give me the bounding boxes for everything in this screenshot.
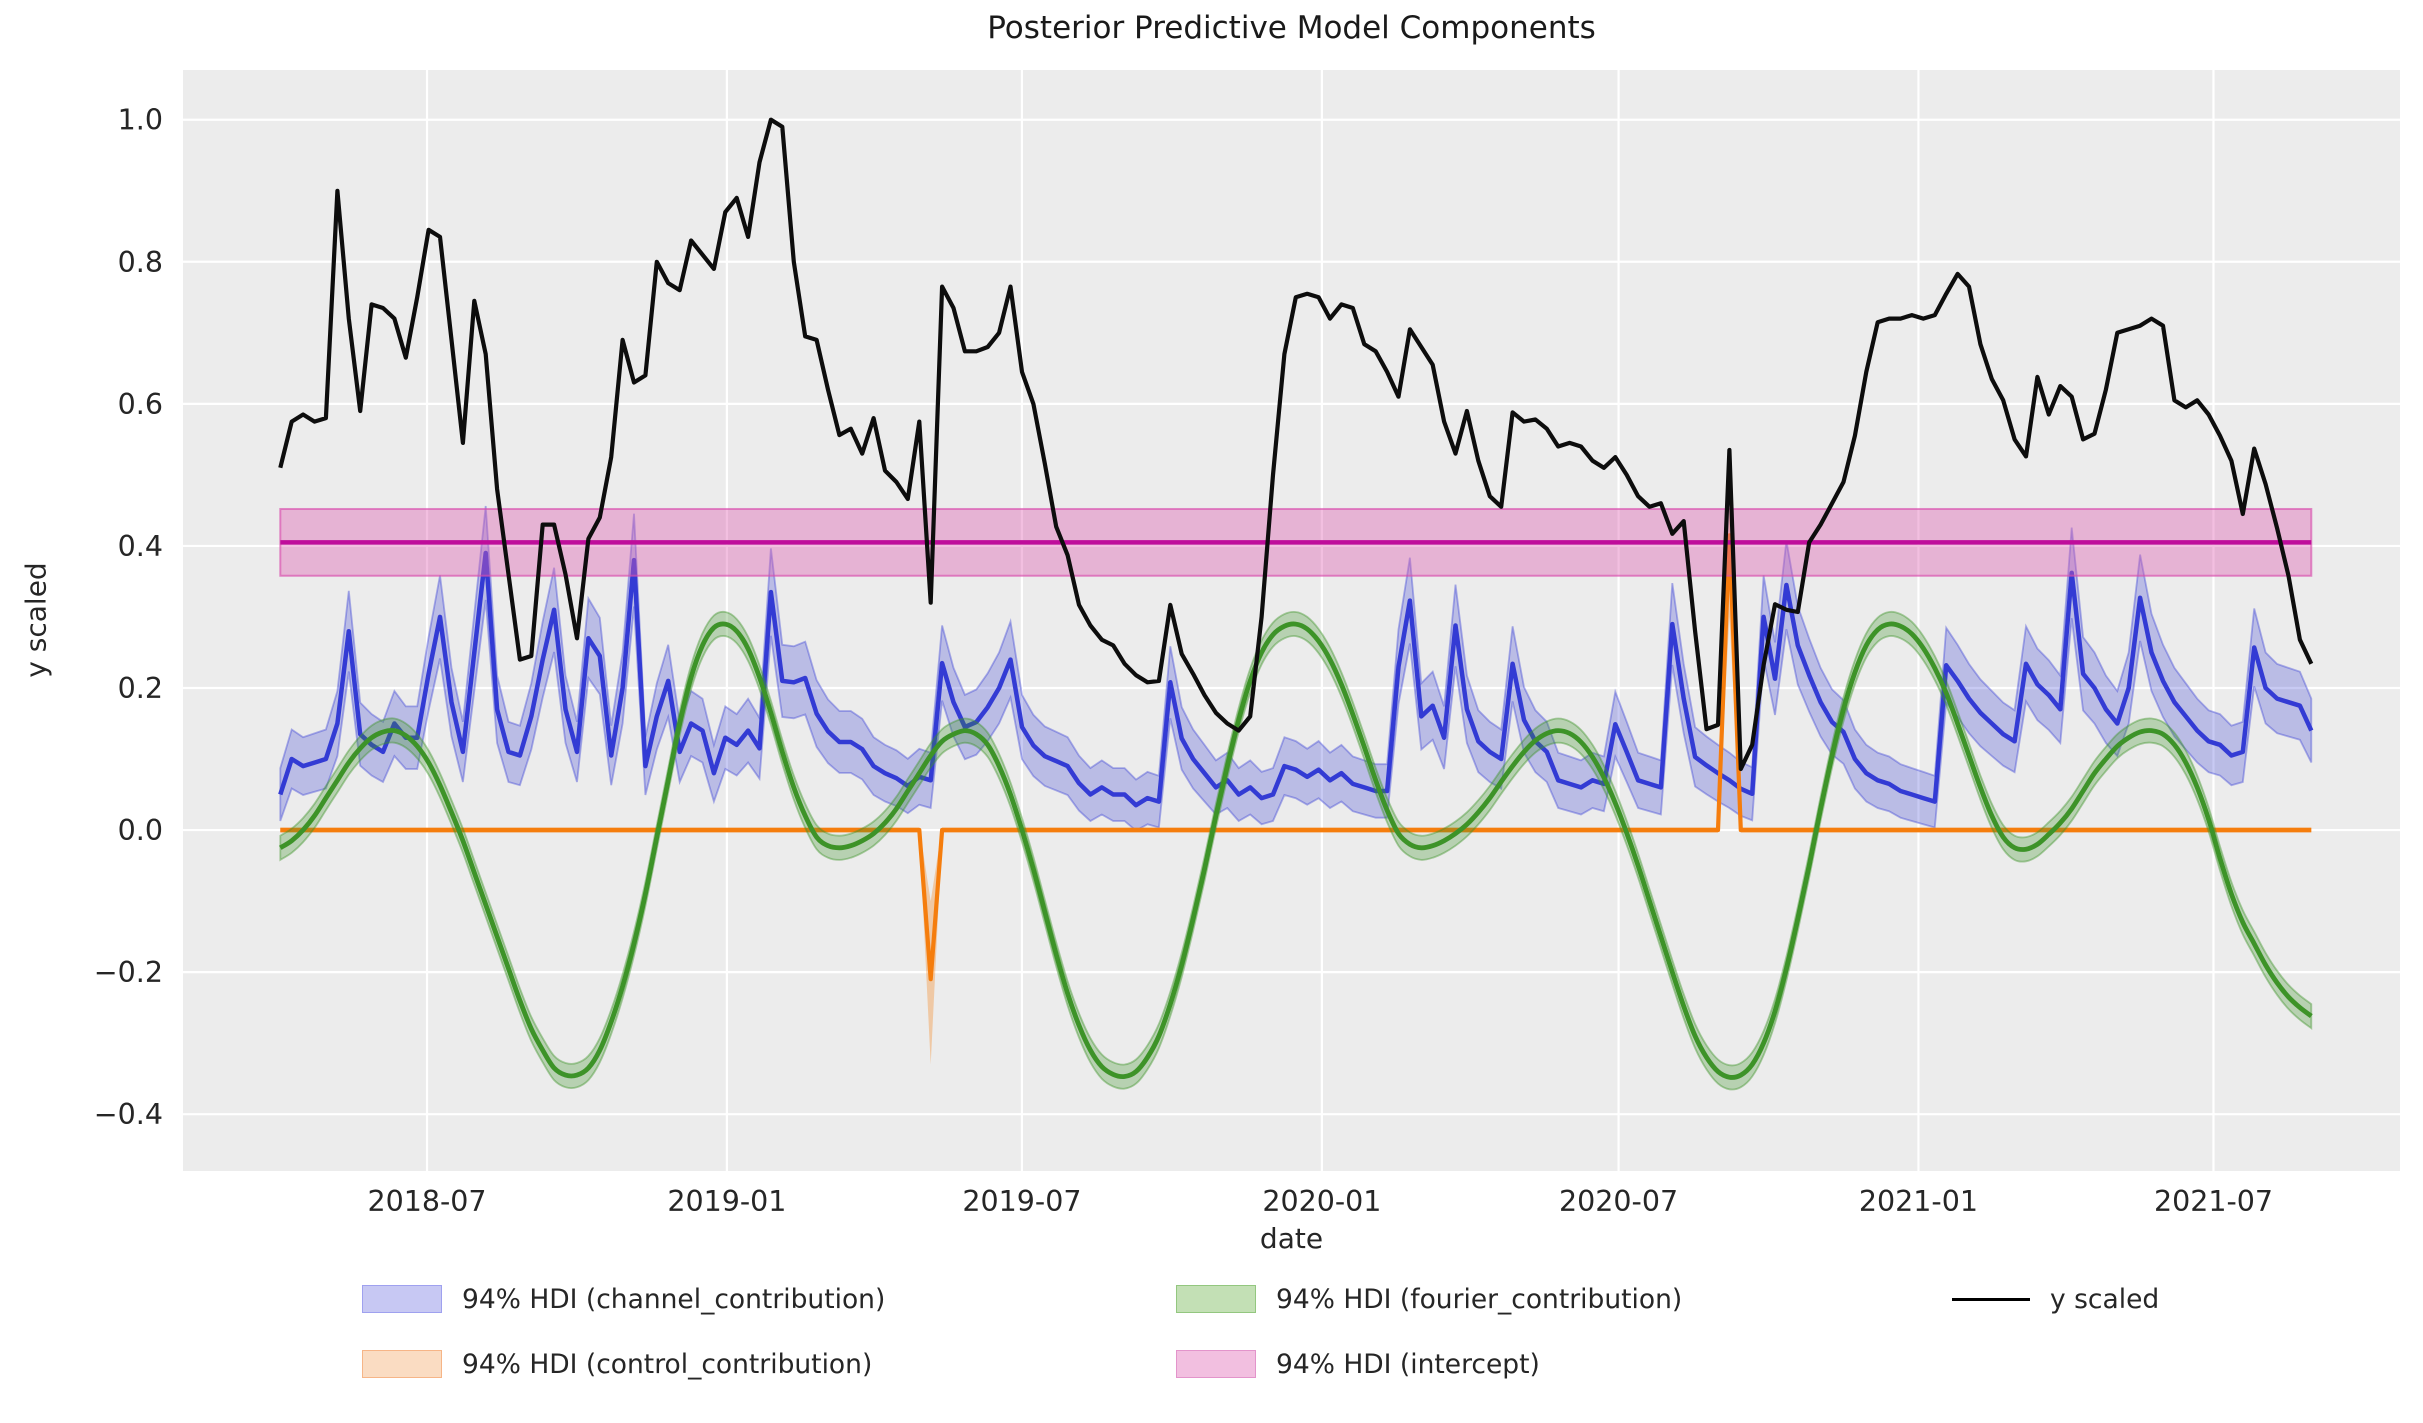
channel-hdi-swatch: [362, 1285, 442, 1313]
fourier-hdi-swatch: [1176, 1285, 1256, 1313]
x-axis-tick-labels: 2018-07 2019-01 2019-07 2020-01 2020-07 2021-…: [367, 1185, 2273, 1218]
legend-item-control: 94% HDI (control_contribution): [362, 1348, 873, 1380]
legend-item-y-scaled: y scaled: [1952, 1283, 2160, 1315]
y-tick-label: 0.8: [118, 246, 163, 279]
channel-hdi-band: [279, 505, 2313, 832]
y-tick-label: 0.6: [118, 388, 163, 421]
x-tick-label: 2019-01: [667, 1185, 786, 1218]
y-tick-label: −0.4: [94, 1098, 163, 1131]
legend-item-intercept: 94% HDI (intercept): [1176, 1348, 1540, 1380]
y-scaled-line: [278, 117, 2314, 772]
control-line: [280, 533, 2312, 982]
y-scaled-line-swatch: [1952, 1297, 2030, 1301]
legend-label: 94% HDI (fourier_contribution): [1276, 1283, 1683, 1315]
legend-label: 94% HDI (control_contribution): [462, 1348, 873, 1380]
fourier-hdi-band: [279, 610, 2313, 1091]
legend-item-fourier: 94% HDI (fourier_contribution): [1176, 1283, 1683, 1315]
x-tick-label: 2020-01: [1262, 1185, 1381, 1218]
x-tick-label: 2021-01: [1859, 1185, 1978, 1218]
fourier-line: [279, 621, 2313, 1080]
y-axis-tick-labels: 1.0 0.8 0.6 0.4 0.2 0.0 −0.2 −0.4: [94, 104, 163, 1131]
x-tick-label: 2021-07: [2154, 1185, 2273, 1218]
channel-line: [278, 550, 2314, 808]
grid-lines: [183, 70, 2400, 1171]
legend-label: y scaled: [2050, 1283, 2160, 1315]
control-hdi-swatch: [362, 1350, 442, 1378]
x-tick-label: 2019-07: [962, 1185, 1081, 1218]
intercept-hdi-swatch: [1176, 1350, 1256, 1378]
y-tick-label: 1.0: [118, 104, 163, 137]
legend-label: 94% HDI (intercept): [1276, 1348, 1540, 1380]
x-axis-label: date: [1259, 1222, 1324, 1255]
x-tick-label: 2018-07: [367, 1185, 486, 1218]
x-tick-label: 2020-07: [1559, 1185, 1678, 1218]
y-tick-label: −0.2: [94, 956, 163, 989]
y-tick-label: 0.4: [118, 530, 163, 563]
y-axis-label: y scaled: [19, 562, 53, 678]
legend-label: 94% HDI (channel_contribution): [462, 1283, 886, 1315]
chart-title: Posterior Predictive Model Components: [987, 10, 1596, 46]
y-tick-label: 0.0: [118, 814, 163, 847]
legend-item-channel: 94% HDI (channel_contribution): [362, 1283, 886, 1315]
y-tick-label: 0.2: [118, 672, 163, 705]
